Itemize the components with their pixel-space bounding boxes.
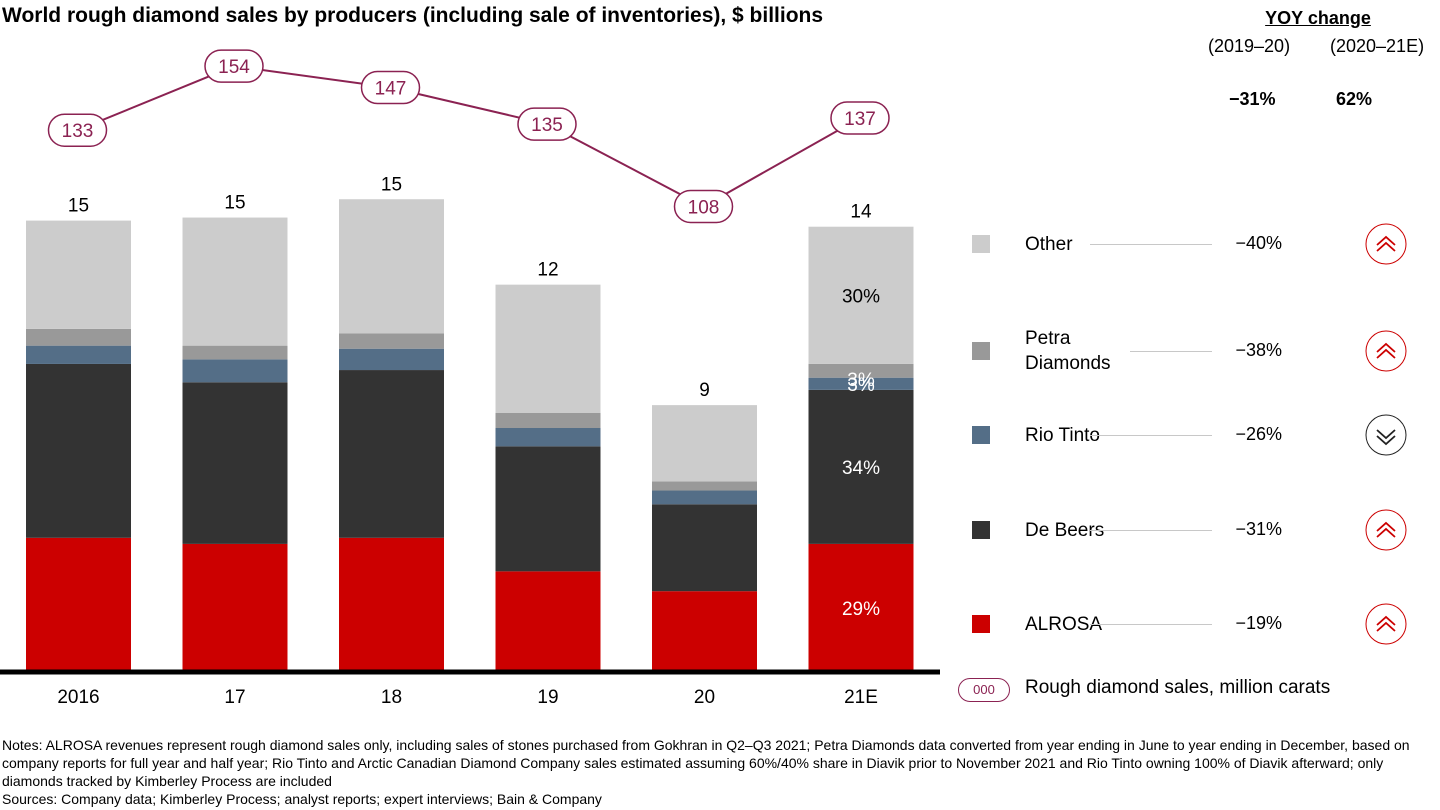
- total-label-17: 15: [224, 193, 245, 214]
- x-tick-label-20: 20: [694, 687, 715, 708]
- legend-swatch-alrosa: [972, 615, 990, 633]
- total-label-2016: 15: [68, 196, 89, 217]
- bar-segment-de-beers-17: [182, 382, 288, 544]
- x-tick-label-18: 18: [381, 687, 402, 708]
- double-chevron-up-icon: [1365, 603, 1407, 645]
- total-label-19: 12: [537, 260, 558, 281]
- legend-label-rio-tinto: Rio Tinto: [1025, 424, 1100, 446]
- bar-segment-other-19: [495, 284, 601, 413]
- bar-segment-rio-tinto-19: [495, 428, 601, 447]
- double-chevron-up-icon: [1365, 330, 1407, 372]
- x-tick-label-21e: 21E: [844, 687, 878, 708]
- bar-segment-alrosa-18: [339, 537, 444, 672]
- bar-segment-alrosa-17: [182, 543, 288, 672]
- carats-label-18: 147: [375, 79, 407, 100]
- carats-bubble-17: [204, 49, 264, 83]
- bar-segment-de-beers-19: [495, 446, 601, 572]
- x-tick-label-2016: 2016: [57, 687, 99, 708]
- line-legend-label: Rough diamond sales, million carats: [1025, 677, 1331, 698]
- bar-segment-other-17: [182, 217, 288, 346]
- bar-segment-rio-tinto-18: [339, 348, 444, 371]
- bar-segment-petra-diamonds-20: [652, 481, 757, 491]
- bar-segment-petra-diamonds-2016: [26, 328, 131, 346]
- yoy-change-de-beers: −31%: [1235, 519, 1282, 539]
- bar-segment-rio-tinto-20: [652, 490, 757, 505]
- bar-segment-petra-diamonds-17: [182, 345, 288, 360]
- legend-connector-petra-diamonds: [1130, 351, 1212, 352]
- x-tick-label-17: 17: [224, 687, 245, 708]
- segment-label-de-beers: 34%: [842, 458, 880, 479]
- bar-segment-other-21e: [808, 226, 914, 364]
- bar-segment-other-20: [652, 405, 757, 482]
- legend-label-petra-diamonds: Petra Diamonds: [1025, 328, 1111, 374]
- notes: Notes: ALROSA revenues represent rough d…: [2, 737, 1410, 789]
- bar-segment-rio-tinto-21e: [808, 377, 914, 390]
- sources: Sources: Company data; Kimberley Process…: [2, 791, 602, 807]
- yoy-total-2019-20: −31%: [1229, 89, 1276, 109]
- segment-label-alrosa: 29%: [842, 599, 880, 620]
- yoy-header: YOY change: [1265, 8, 1371, 28]
- bar-segment-alrosa-2016: [26, 537, 131, 672]
- bar-segment-other-18: [339, 199, 444, 334]
- bar-segment-petra-diamonds-21e: [808, 363, 914, 378]
- bar-segment-alrosa-20: [652, 591, 757, 672]
- total-label-18: 15: [381, 174, 402, 195]
- bar-segment-petra-diamonds-18: [339, 333, 444, 349]
- legend-label-alrosa: ALROSA: [1025, 613, 1103, 635]
- legend-label-other: Other: [1025, 233, 1073, 255]
- segment-label-other: 30%: [842, 286, 880, 307]
- carats-label-20: 108: [688, 197, 720, 218]
- legend-connector-de-beers: [1090, 530, 1212, 531]
- yoy-period-2019-20: (2019–20): [1208, 36, 1291, 56]
- bar-segment-alrosa-21e: [808, 543, 914, 672]
- bar-segment-rio-tinto-17: [182, 359, 288, 383]
- carats-label-19: 135: [531, 115, 563, 136]
- double-chevron-up-icon: [1365, 509, 1407, 551]
- legend-swatch-petra-diamonds: [972, 342, 990, 360]
- legend-swatch-rio-tinto: [972, 426, 990, 444]
- carats-label-17: 154: [218, 57, 250, 78]
- legend-swatch-other: [972, 235, 990, 253]
- yoy-change-alrosa: −19%: [1235, 613, 1282, 633]
- total-label-20: 9: [699, 380, 710, 401]
- bar-segment-de-beers-20: [652, 504, 757, 592]
- carats-bubble-19: [517, 107, 577, 141]
- yoy-change-rio-tinto: −26%: [1235, 424, 1282, 444]
- segment-label-rio-tinto: 3%: [847, 375, 875, 396]
- legend-connector-alrosa: [1090, 624, 1212, 625]
- carats-label-21e: 137: [844, 109, 876, 130]
- carats-bubble-20: [673, 189, 734, 224]
- x-tick-label-19: 19: [537, 687, 558, 708]
- bar-segment-de-beers-2016: [26, 363, 131, 538]
- bar-segment-petra-diamonds-19: [495, 412, 601, 428]
- bar-segment-other-2016: [26, 220, 131, 329]
- carats-bubble-2016: [47, 113, 108, 147]
- bar-segment-de-beers-18: [339, 370, 444, 538]
- segment-label-petra-diamonds: 3%: [847, 370, 875, 391]
- legend-connector-rio-tinto: [1090, 435, 1212, 436]
- bar-segment-alrosa-19: [495, 571, 601, 672]
- bar-segment-de-beers-21e: [808, 389, 914, 544]
- double-chevron-down-icon: [1365, 414, 1407, 456]
- legend-connector-other: [1090, 244, 1212, 245]
- yoy-period-2020-21: (2020–21E): [1330, 36, 1425, 56]
- bar-segment-rio-tinto-2016: [26, 345, 131, 364]
- legend-label-de-beers: De Beers: [1025, 519, 1105, 541]
- legend-swatch-de-beers: [972, 521, 990, 539]
- yoy-change-other: −40%: [1235, 233, 1282, 253]
- yoy-total-2020-21: 62%: [1336, 89, 1373, 109]
- total-label-21e: 14: [850, 202, 872, 223]
- carats-line: [77, 65, 861, 208]
- yoy-change-petra-diamonds: −38%: [1235, 340, 1282, 360]
- line-legend-marker: 000: [958, 678, 1010, 702]
- carats-bubble-18: [360, 70, 421, 105]
- carats-label-2016: 133: [62, 121, 94, 142]
- double-chevron-up-icon: [1365, 223, 1407, 265]
- chart-title: World rough diamond sales by producers (…: [2, 4, 824, 27]
- carats-bubble-21e: [830, 101, 890, 135]
- stacked-bar-chart: 133 154 147 135 108 137 15 2016 15 17 15 18 12 19 9 20…: [0, 49, 940, 708]
